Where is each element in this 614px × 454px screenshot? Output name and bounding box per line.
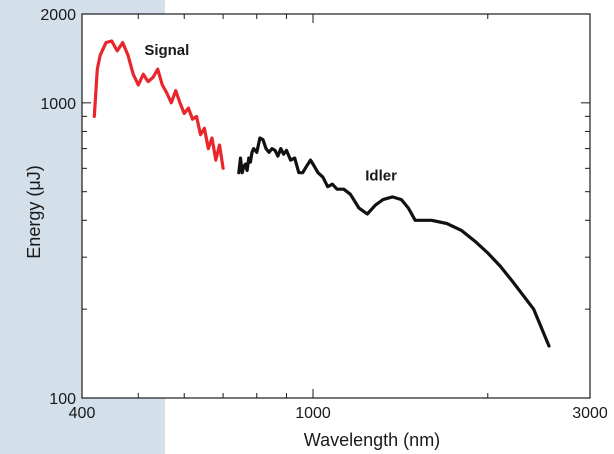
signal-series-line xyxy=(92,39,225,170)
x-tick-label: 1000 xyxy=(295,405,331,422)
signal-annotation: Signal xyxy=(144,42,189,59)
y-tick-label: 2000 xyxy=(40,7,76,24)
plot-area xyxy=(82,14,590,398)
y-axis-title: Energy (μJ) xyxy=(24,165,44,258)
x-tick-label: 400 xyxy=(69,405,96,422)
idler-series-line xyxy=(237,136,551,348)
y-tick-label: 1000 xyxy=(40,96,76,113)
y-tick-label: 100 xyxy=(49,391,76,408)
x-tick-label: 3000 xyxy=(572,405,608,422)
idler-annotation: Idler xyxy=(365,168,397,185)
plot-frame xyxy=(81,13,591,399)
x-axis-title: Wavelength (nm) xyxy=(304,430,440,450)
